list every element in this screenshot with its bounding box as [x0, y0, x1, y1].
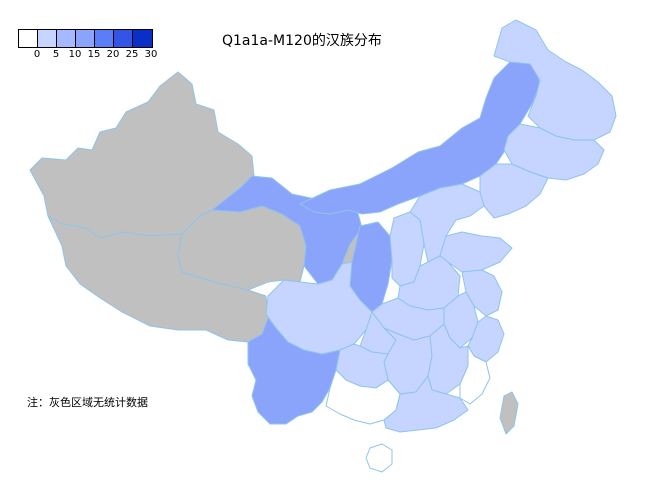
- region-hainan: [365, 443, 393, 473]
- region-guangxi: [325, 369, 401, 425]
- legend-color-bar: [18, 29, 153, 48]
- legend-swatch: [38, 30, 57, 47]
- legend-swatch: [76, 30, 95, 47]
- region-jilin: [503, 123, 605, 181]
- legend-tick-label: 15: [87, 49, 101, 60]
- legend-tick-label: 0: [33, 49, 41, 60]
- legend-swatch: [133, 30, 152, 47]
- color-legend: 0 5 10 15 20 25 30: [18, 29, 158, 62]
- region-guangdong: [383, 375, 469, 433]
- legend-swatch: [95, 30, 114, 47]
- no-data-note: 注：灰色区域无统计数据: [27, 396, 148, 409]
- region-inner-mongolia: [299, 55, 541, 215]
- legend-swatch: [57, 30, 76, 47]
- legend-swatch: [19, 30, 38, 47]
- region-fujian: [459, 345, 491, 405]
- region-heilongjiang: [493, 19, 617, 141]
- legend-tick-label: 30: [144, 49, 158, 60]
- region-jiangsu: [461, 269, 503, 317]
- map-title: Q1a1a-M120的汉族分布: [222, 33, 382, 49]
- legend-tick-label: 20: [106, 49, 120, 60]
- legend-tick-label: 5: [52, 49, 60, 60]
- legend-swatch: [114, 30, 133, 47]
- legend-tick-label: 10: [68, 49, 82, 60]
- legend-tick-label: 25: [125, 49, 139, 60]
- legend-tick-labels: 0 5 10 15 20 25 30: [18, 48, 158, 62]
- region-taiwan: [499, 391, 519, 435]
